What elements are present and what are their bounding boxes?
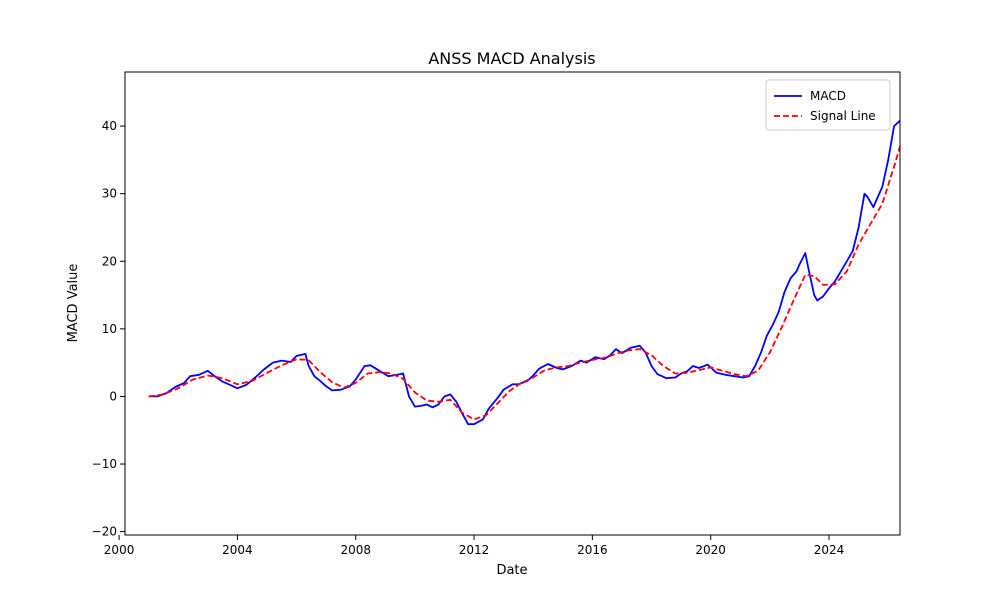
series-line-signal	[148, 146, 901, 421]
y-tick-label: 20	[102, 254, 117, 268]
x-tick-label: 2020	[695, 543, 726, 557]
x-axis: 2000 2004 2008 2012 2016 2020 2024	[104, 535, 844, 557]
y-tick-label: 30	[102, 187, 117, 201]
series-line-macd	[148, 120, 901, 426]
y-axis: −20 −10 0 10 20 30 40	[92, 119, 125, 539]
plot-area	[124, 71, 901, 536]
x-tick-label: 2024	[814, 543, 845, 557]
legend-label: Signal Line	[810, 109, 876, 123]
x-tick-label: 2000	[104, 543, 135, 557]
x-tick-label: 2004	[222, 543, 253, 557]
y-tick-label: 40	[102, 119, 117, 133]
x-tick-label: 2016	[577, 543, 608, 557]
legend-box	[765, 79, 891, 131]
plot-frame	[124, 71, 901, 536]
y-tick-label: 10	[102, 322, 117, 336]
x-axis-label: Date	[496, 563, 527, 578]
x-tick-label: 2008	[340, 543, 371, 557]
x-tick-label: 2012	[459, 543, 490, 557]
y-tick-label: 0	[109, 389, 117, 403]
chart-title: ANSS MACD Analysis	[428, 49, 595, 68]
y-tick-label: −20	[92, 525, 117, 539]
y-axis-label: MACD Value	[66, 264, 81, 343]
legend-label: MACD	[810, 89, 846, 103]
y-tick-label: −10	[92, 457, 117, 471]
legend: MACD Signal Line	[765, 79, 891, 131]
